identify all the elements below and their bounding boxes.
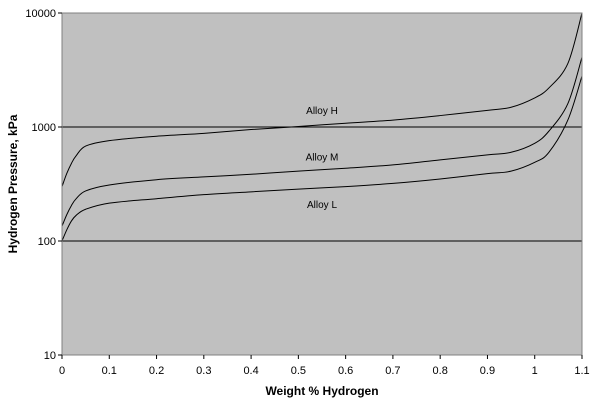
curve-label: Alloy M xyxy=(306,152,339,163)
y-axis-title: Hydrogen Pressure, kPa xyxy=(6,114,20,253)
series-alloy-m xyxy=(61,56,583,227)
x-tick-label: 0.4 xyxy=(243,365,258,377)
curve-label: Alloy L xyxy=(307,200,337,211)
x-axis-title: Weight % Hydrogen xyxy=(265,384,378,398)
x-tick-label: 0 xyxy=(59,365,65,377)
curve-labels: Alloy H Alloy M Alloy L xyxy=(306,106,339,211)
series-alloy-l xyxy=(61,75,583,242)
x-tick-label: 0.9 xyxy=(480,365,495,377)
series-alloy-h xyxy=(61,12,583,187)
y-tick-label: 100 xyxy=(38,236,56,248)
y-tick-label: 10000 xyxy=(25,8,56,20)
x-tick-label: 0.8 xyxy=(433,365,448,377)
curve-label: Alloy H xyxy=(306,106,338,117)
y-tick-label: 10 xyxy=(44,350,56,362)
x-tick-label: 0.5 xyxy=(291,365,306,377)
x-tick-label: 0.7 xyxy=(385,365,400,377)
x-axis-ticks: 0 0.1 0.2 0.3 0.4 0.5 0.6 0.7 0.8 0.9 1 1.1 xyxy=(59,355,590,377)
x-tick-label: 0.6 xyxy=(338,365,353,377)
x-tick-label: 1 xyxy=(532,365,538,377)
gridlines xyxy=(62,126,582,242)
plot-frame xyxy=(61,12,583,356)
series-line xyxy=(61,56,583,227)
x-tick-label: 0.1 xyxy=(102,365,117,377)
y-axis-ticks: 10 100 1000 10000 xyxy=(25,8,62,362)
x-tick-label: 0.3 xyxy=(196,365,211,377)
series-line xyxy=(61,75,583,242)
y-tick-label: 1000 xyxy=(32,122,56,134)
plot-area xyxy=(62,13,582,355)
x-tick-label: 1.1 xyxy=(574,365,589,377)
series-line xyxy=(61,12,583,187)
series-lines xyxy=(61,12,583,242)
x-tick-label: 0.2 xyxy=(149,365,164,377)
